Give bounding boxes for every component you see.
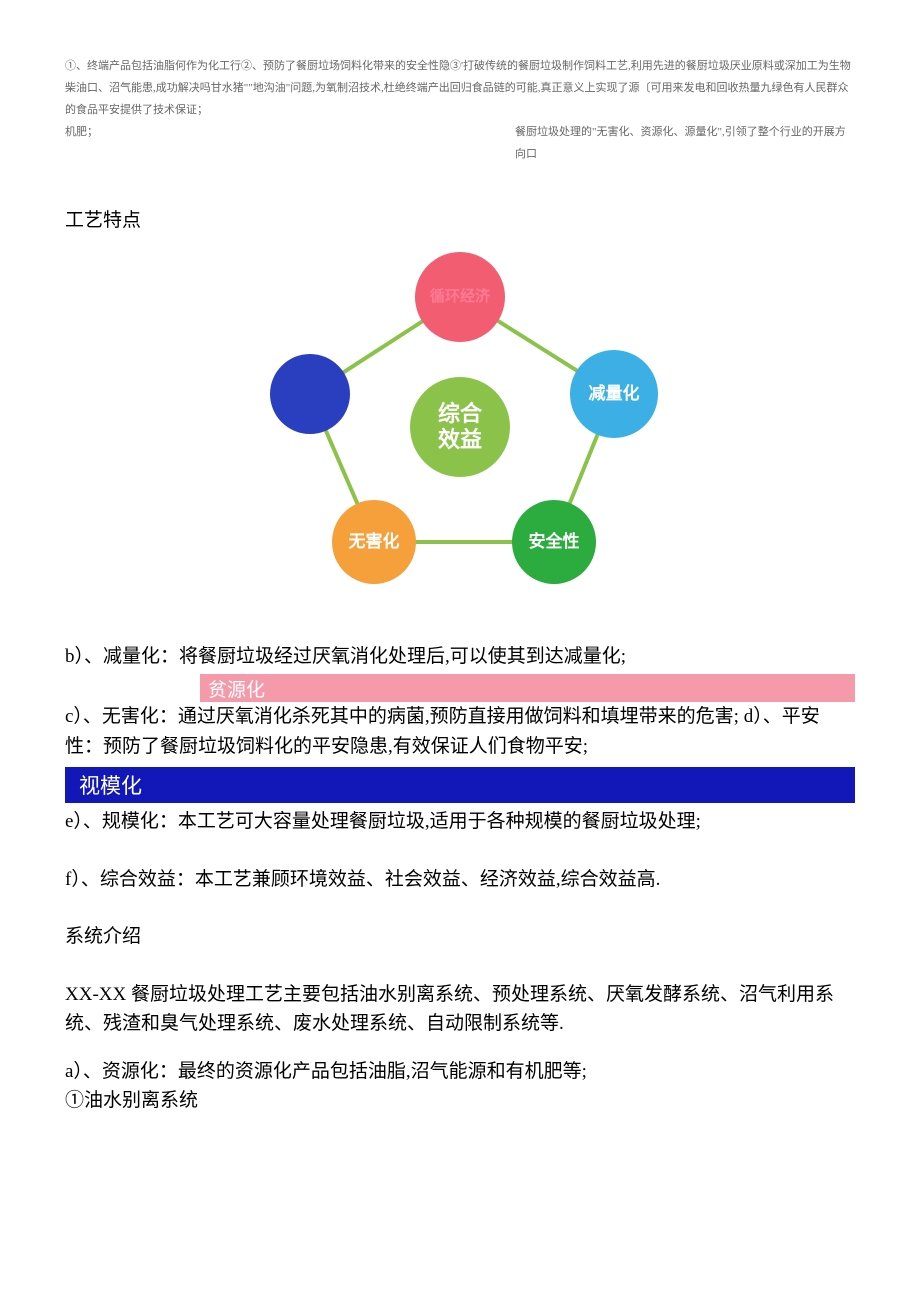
header-small-text: ①、终端产品包括油脂何作为化工行②、预防了餐厨垃场饲料化带来的安全性隐③'打破传… [0,0,920,195]
para-f: f）、综合效益：本工艺兼顾环境效益、社会效益、经济效益,综合效益高. [65,865,855,894]
para-sys1: ①油水别离系统 [65,1086,855,1115]
header-line2-left: 机肥； [65,121,515,165]
pink-bar: 贫源化 [200,674,855,702]
para-b: b）、减量化：将餐厨垃圾经过厌氧消化处理后,可以使其到达减量化; [65,642,855,671]
node-center: 综合 效益 [410,377,510,477]
node-top: 循环经济 [415,252,505,342]
section-title-process: 工艺特点 [0,205,920,252]
pink-bar-label: 贫源化 [208,675,265,702]
section-title-system: 系统介绍 [65,922,855,951]
node-left [270,354,350,434]
para-intro: XX-XX 餐厨垃圾处理工艺主要包括油水别离系统、预处理系统、厌氧发酵系统、沼气… [65,980,855,1039]
header-line1: ①、终端产品包括油脂何作为化工行②、预防了餐厨垃场饲料化带来的安全性隐③'打破传… [65,55,855,121]
benefit-diagram: 综合 效益 循环经济 减量化 无害化 安全性 [0,252,920,642]
node-bottom-right: 安全性 [512,500,596,584]
para-e: e）、规模化：本工艺可大容量处理餐厨垃圾,适用于各种规模的餐厨垃圾处理; [65,807,855,836]
node-bottom-left: 无害化 [332,500,416,584]
header-line2-right: 餐厨垃圾处理的"无害化、资源化、源量化",引领了整个行业的开展方向口 [515,121,855,165]
blue-bar: 视模化 [65,767,855,803]
para-c-d: c）、无害化：通过厌氧消化杀死其中的病菌,预防直接用做饲料和填埋带来的危害; d… [65,702,855,761]
para-a: a）、资源化：最终的资源化产品包括油脂,沼气能源和有机肥等; [65,1057,855,1086]
blue-bar-label: 视模化 [79,770,142,800]
node-right: 减量化 [570,350,658,438]
